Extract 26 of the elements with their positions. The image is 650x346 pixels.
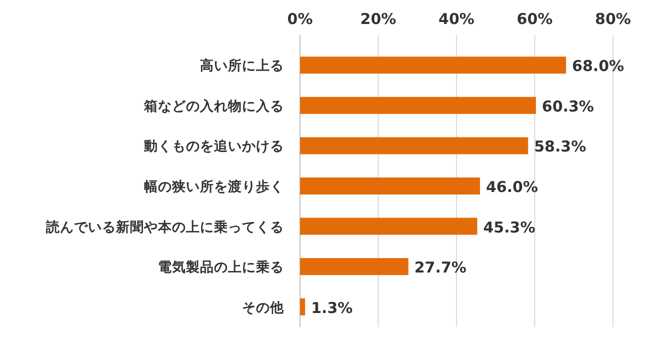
x-tick-label: 0%	[287, 10, 313, 28]
bar	[300, 137, 528, 154]
bar	[300, 298, 306, 316]
data-label: 68.0%	[572, 57, 624, 76]
x-tick-label: 20%	[360, 10, 396, 28]
y-tick-label: 幅の狭い所を渡り歩く	[144, 178, 284, 195]
bar	[300, 218, 478, 235]
data-label: 45.3%	[483, 218, 536, 236]
data-label: 60.3%	[542, 97, 594, 116]
data-label: 1.3%	[311, 298, 353, 317]
y-tick-label: その他	[242, 300, 285, 316]
x-tick-label: 80%	[595, 10, 631, 28]
data-label: 46.0%	[486, 178, 538, 196]
x-tick-label: 40%	[438, 10, 474, 28]
bar	[300, 258, 408, 276]
y-tick-label: 読んでいる新聞や本の上に乗ってくる	[45, 218, 284, 236]
data-label: 58.3%	[534, 138, 586, 156]
y-tick-label: 電気製品の上に乗る	[158, 258, 284, 276]
bar	[300, 56, 566, 74]
bar	[300, 178, 480, 194]
y-tick-label: 高い所に上る	[200, 57, 284, 74]
x-tick-label: 60%	[516, 10, 553, 28]
data-label: 27.7%	[414, 258, 466, 277]
bar	[300, 96, 536, 114]
y-tick-label: 動くものを追いかける	[143, 138, 284, 155]
y-tick-label: 箱などの入れ物に入る	[143, 98, 284, 114]
